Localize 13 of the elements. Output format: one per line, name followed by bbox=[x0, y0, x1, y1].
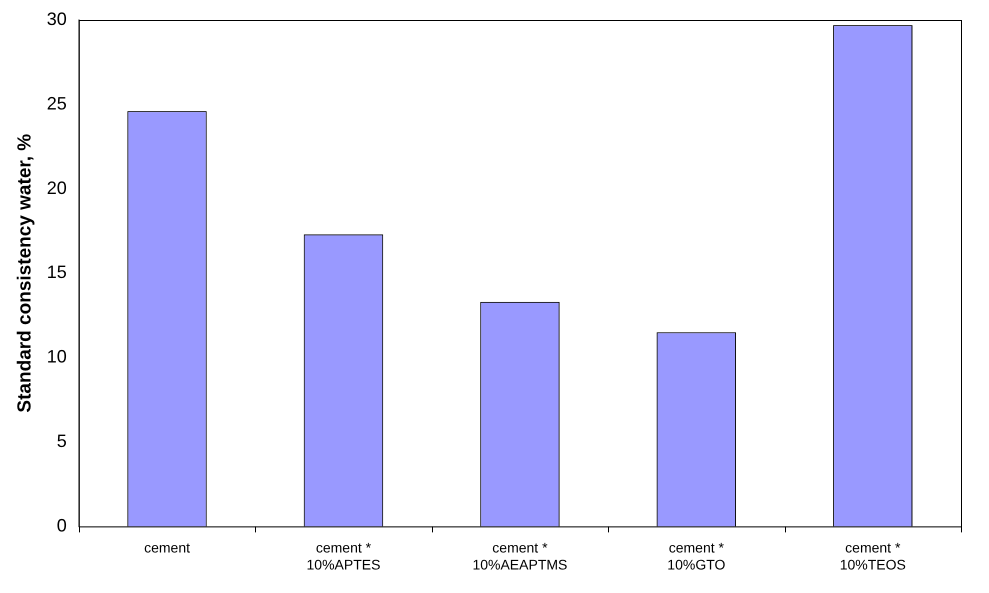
y-tick-label: 25 bbox=[46, 93, 67, 114]
x-tick-label: cement * 10%APTES bbox=[306, 540, 380, 572]
y-tick-label: 15 bbox=[46, 262, 67, 282]
y-tick-label: 30 bbox=[46, 8, 67, 29]
y-tick-label: 10 bbox=[46, 346, 67, 367]
y-tick-label: 0 bbox=[56, 515, 67, 536]
x-tick-label: cement * 10%AEAPTMS bbox=[472, 540, 568, 572]
x-tick-label: cement * 10%GTO bbox=[667, 540, 726, 572]
x-tick-label: cement bbox=[144, 540, 190, 556]
x-tick-label: cement * 10%TEOS bbox=[840, 540, 906, 572]
y-tick-label: 20 bbox=[46, 178, 67, 198]
y-axis-title: Standard consistency water, % bbox=[14, 134, 36, 413]
y-tick-label: 5 bbox=[56, 430, 67, 451]
